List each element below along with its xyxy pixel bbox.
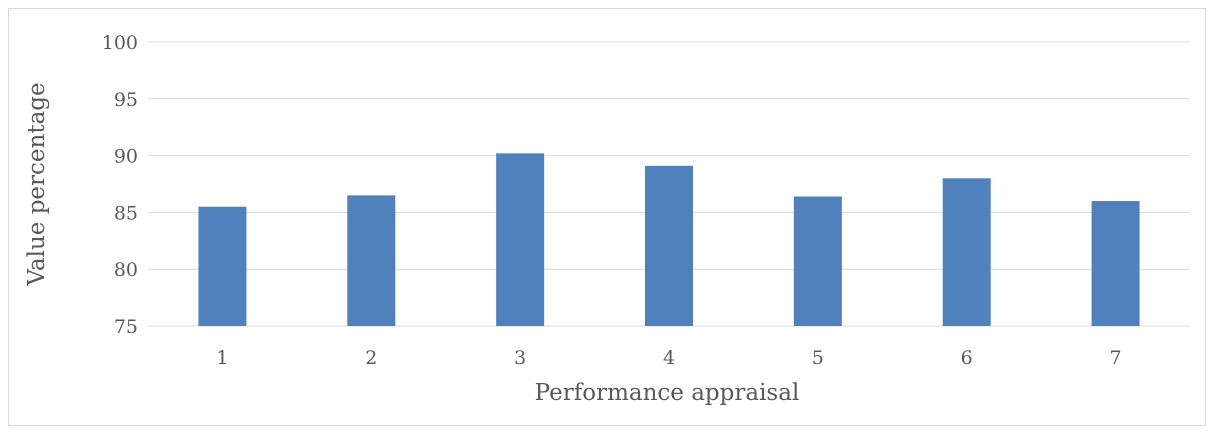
bars xyxy=(198,153,1140,326)
bar xyxy=(942,178,991,326)
x-axis-title: Performance appraisal xyxy=(535,380,800,406)
x-tick-label: 6 xyxy=(961,347,973,369)
y-tick-label: 85 xyxy=(114,202,138,224)
x-tick-label: 5 xyxy=(812,347,824,369)
x-tick-label: 2 xyxy=(365,347,377,369)
y-tick-label: 95 xyxy=(114,89,138,111)
bar xyxy=(198,206,247,326)
bar xyxy=(347,195,396,326)
y-tick-label: 75 xyxy=(114,316,138,338)
gridlines xyxy=(148,41,1190,327)
bar xyxy=(645,165,693,326)
bar xyxy=(793,196,842,326)
x-tick-label: 4 xyxy=(663,347,675,369)
x-tick-labels: 1 2 3 4 5 6 7 xyxy=(216,347,1121,369)
y-tick-label: 90 xyxy=(114,146,138,168)
y-tick-label: 100 xyxy=(102,32,138,54)
x-tick-label: 7 xyxy=(1110,347,1122,369)
y-tick-label: 80 xyxy=(114,259,138,281)
y-tick-labels: 75 80 85 90 95 100 xyxy=(102,32,138,338)
bar xyxy=(1091,201,1140,326)
y-axis-title: Value percentage xyxy=(24,82,50,286)
bar xyxy=(496,153,545,326)
x-tick-label: 1 xyxy=(216,347,228,369)
x-tick-label: 3 xyxy=(514,347,526,369)
